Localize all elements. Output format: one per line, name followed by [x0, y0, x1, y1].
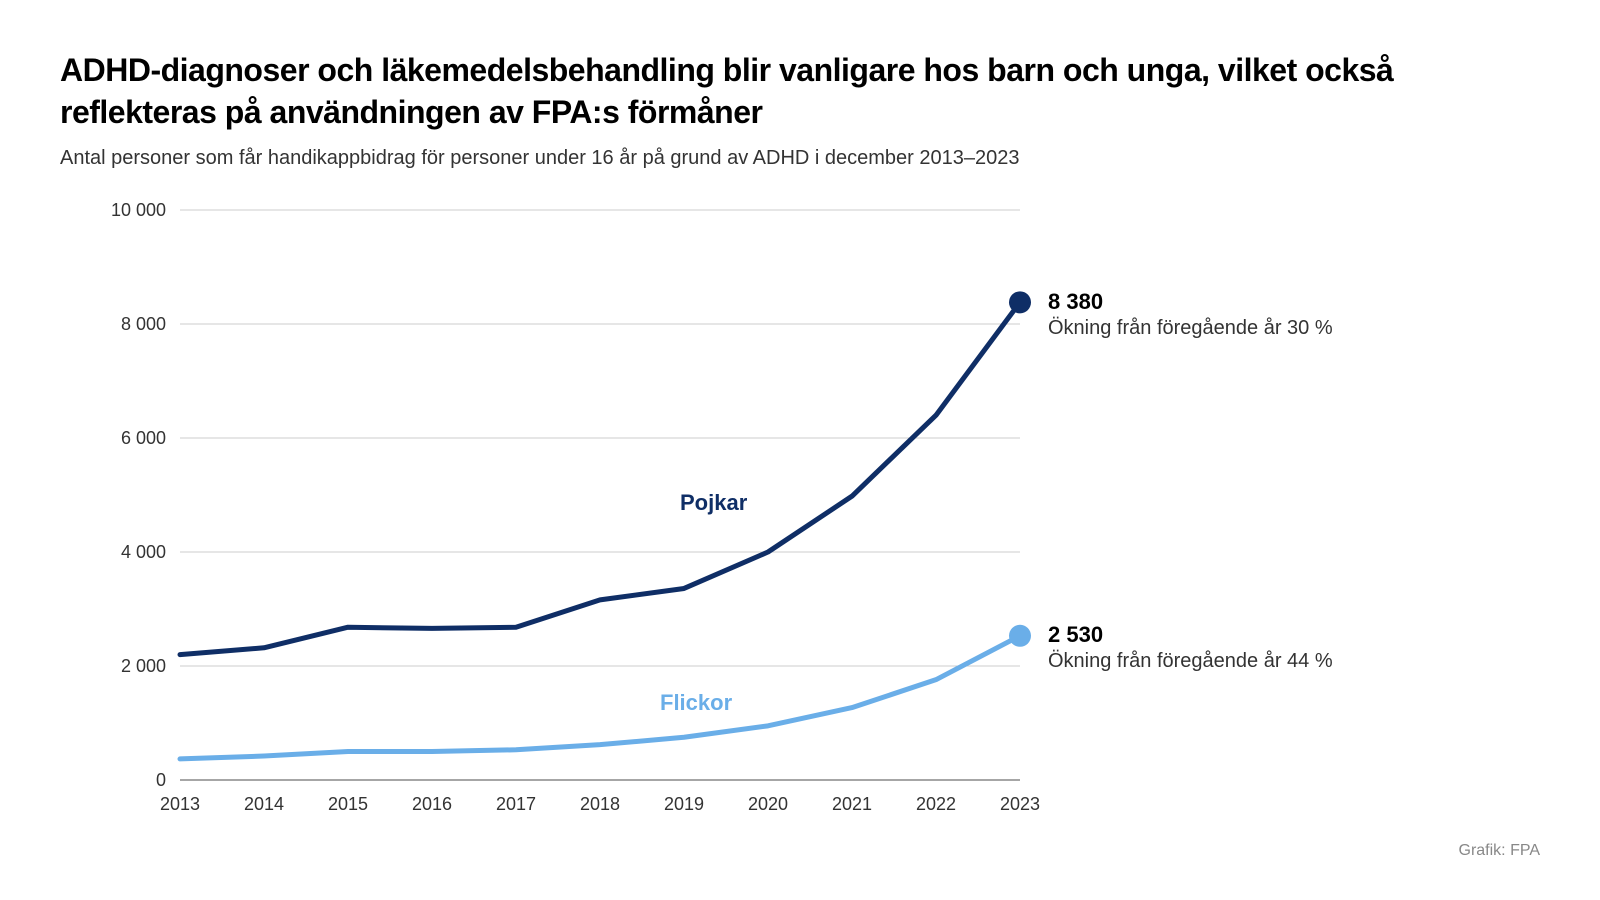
svg-text:2019: 2019: [664, 794, 704, 814]
svg-text:2020: 2020: [748, 794, 788, 814]
end-sub-flickor: Ökning från föregående år 44 %: [1048, 650, 1333, 673]
chart-title: ADHD-diagnoser och läkemedelsbehandling …: [60, 50, 1540, 133]
series-label-pojkar: Pojkar: [680, 490, 747, 516]
svg-text:2017: 2017: [496, 794, 536, 814]
chart-subtitle: Antal personer som får handikappbidrag f…: [60, 147, 1540, 170]
svg-text:2018: 2018: [580, 794, 620, 814]
svg-text:0: 0: [156, 770, 166, 790]
svg-text:4 000: 4 000: [121, 542, 166, 562]
chart-credit: Grafik: FPA: [1459, 842, 1541, 860]
svg-text:6 000: 6 000: [121, 428, 166, 448]
end-value-pojkar: 8 380: [1048, 289, 1333, 315]
svg-text:2013: 2013: [160, 794, 200, 814]
end-value-flickor: 2 530: [1048, 622, 1333, 648]
end-label-pojkar: 8 380 Ökning från föregående år 30 %: [1048, 289, 1333, 340]
end-sub-pojkar: Ökning från föregående år 30 %: [1048, 317, 1333, 340]
end-label-flickor: 2 530 Ökning från föregående år 44 %: [1048, 622, 1333, 673]
svg-text:2022: 2022: [916, 794, 956, 814]
svg-text:2016: 2016: [412, 794, 452, 814]
svg-text:2023: 2023: [1000, 794, 1040, 814]
svg-text:10 000: 10 000: [111, 200, 166, 220]
svg-text:2 000: 2 000: [121, 656, 166, 676]
svg-text:2021: 2021: [832, 794, 872, 814]
chart-area: 0 2 000 4 000 6 000 8 000 10 000 2013 2014 2015 2…: [60, 200, 1500, 840]
svg-text:2014: 2014: [244, 794, 284, 814]
series-label-flickor: Flickor: [660, 690, 732, 716]
svg-text:8 000: 8 000: [121, 314, 166, 334]
svg-text:2015: 2015: [328, 794, 368, 814]
